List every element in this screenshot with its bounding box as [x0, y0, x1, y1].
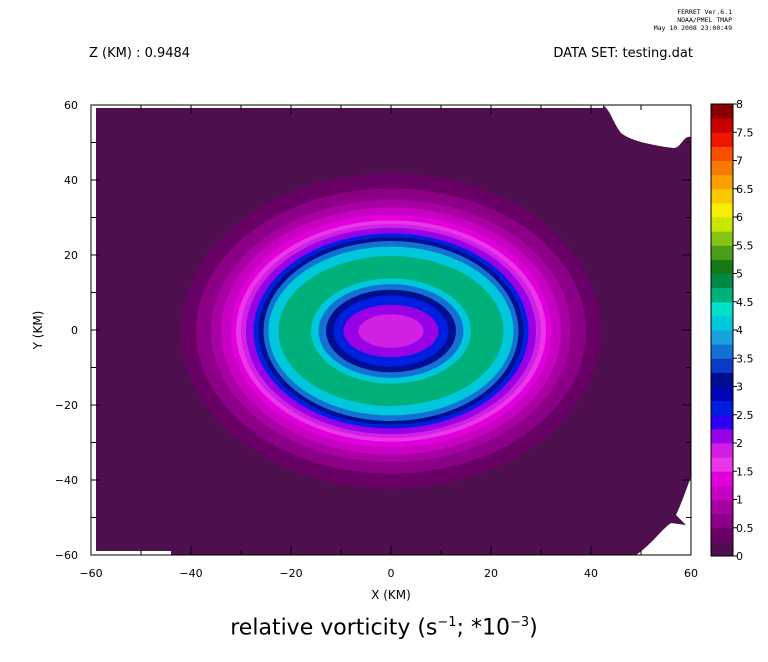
colorbar-swatch-6 — [711, 457, 733, 472]
ferret-version-stamp: FERRET Ver.6.1 NOAA/PMEL TMAP May 10 200… — [612, 8, 732, 32]
y-axis: −60 −40 −20 0 20 40 60 — [55, 99, 691, 562]
chart-title: relative vorticity (s−1; *10−3) — [0, 615, 768, 640]
contour-field — [91, 105, 691, 555]
colorbar-tick-label: 0 — [736, 550, 743, 563]
colorbar-swatch-3 — [711, 499, 733, 515]
colorbar-swatch-12 — [711, 372, 733, 387]
colorbar-swatch-28 — [711, 146, 733, 161]
dataset-label: DATA SET: testing.dat — [553, 46, 693, 61]
colorbar-swatch-9 — [711, 414, 733, 430]
title-end: ) — [529, 615, 538, 641]
x-tick-label: −20 — [279, 567, 302, 580]
y-tick-label: 20 — [64, 249, 78, 262]
colorbar-swatch-26 — [711, 174, 733, 190]
colorbar-tick-label: 6 — [736, 211, 743, 224]
colorbar-tick-label: 2 — [736, 437, 743, 450]
x-tick-label: 0 — [388, 567, 395, 580]
x-axis: −60 −40 −20 0 20 40 60 — [79, 105, 698, 580]
colorbar-swatch-14 — [711, 344, 733, 359]
colorbar-swatch-16 — [711, 315, 733, 331]
stamp-line-2: NOAA/PMEL TMAP — [677, 16, 732, 24]
contour-ring-18 — [358, 314, 424, 348]
title-mid: ; *10 — [456, 615, 510, 641]
y-tick-label: −60 — [55, 549, 78, 562]
colorbar-tick-label: 1.5 — [736, 465, 754, 478]
colorbar-tick-label: 2.5 — [736, 409, 754, 422]
colorbar-swatch-4 — [711, 485, 733, 500]
colorbar-tick-label: 0.5 — [736, 522, 754, 535]
y-tick-label: −20 — [55, 399, 78, 412]
colorbar-swatch-1 — [711, 527, 733, 543]
x-axis-title: X (KM) — [371, 588, 411, 602]
y-tick-label: 0 — [71, 324, 78, 337]
colorbar-tick-label: 3 — [736, 381, 743, 394]
colorbar-swatch-25 — [711, 188, 733, 204]
colorbar: 0 0.5 1 1.5 2 2.5 3 3.5 4 4.5 5 5.5 6 6.5 7 7.5 8 — [710, 98, 754, 563]
colorbar-swatch-17 — [711, 301, 733, 317]
colorbar-tick-label: 3.5 — [736, 352, 754, 365]
missing-data-top-right — [603, 105, 691, 149]
colorbar-swatch-27 — [711, 160, 733, 176]
stamp-line-1: FERRET Ver.6.1 — [677, 8, 732, 16]
y-axis-title: Y (KM) — [31, 311, 45, 351]
colorbar-swatch-8 — [711, 428, 733, 444]
colorbar-swatch-15 — [711, 330, 733, 345]
x-tick-label: −40 — [179, 567, 202, 580]
colorbar-tick-label: 6.5 — [736, 183, 754, 196]
colorbar-tick-label: 7.5 — [736, 126, 754, 139]
colorbar-swatch-30 — [711, 118, 733, 133]
colorbar-tick-label: 4 — [736, 324, 743, 337]
title-exp-2: −3 — [509, 615, 530, 630]
missing-data-bottom-left — [91, 551, 171, 555]
x-tick-label: −60 — [79, 567, 102, 580]
colorbar-swatch-7 — [711, 443, 733, 458]
colorbar-tick-label: 5 — [736, 268, 743, 281]
colorbar-swatch-31 — [711, 104, 733, 119]
colorbar-swatch-21 — [711, 245, 733, 260]
colorbar-swatch-20 — [711, 259, 733, 274]
colorbar-swatch-0 — [711, 541, 733, 557]
stamp-line-3: May 10 2008 23:00:49 — [653, 24, 732, 32]
colorbar-tick-label: 7 — [736, 155, 743, 168]
y-tick-label: 40 — [64, 174, 78, 187]
colorbar-swatch-19 — [711, 273, 733, 289]
x-tick-label: 20 — [484, 567, 498, 580]
y-tick-label: −40 — [55, 474, 78, 487]
missing-data-bottom-right — [636, 477, 691, 555]
colorbar-swatch-29 — [711, 132, 733, 147]
title-exp-1: −1 — [437, 615, 457, 630]
colorbar-swatch-13 — [711, 358, 733, 373]
x-tick-label: 40 — [584, 567, 598, 580]
colorbar-swatch-11 — [711, 386, 733, 402]
colorbar-tick-label: 8 — [736, 98, 743, 111]
colorbar-swatch-10 — [711, 400, 733, 416]
y-tick-label: 60 — [64, 99, 78, 112]
colorbar-tick-label: 1 — [736, 494, 743, 507]
colorbar-swatch-24 — [711, 202, 733, 218]
colorbar-tick-label: 5.5 — [736, 239, 754, 252]
title-main: relative vorticity (s — [230, 615, 438, 641]
colorbar-swatch-2 — [711, 513, 733, 529]
z-level-label: Z (KM) : 0.9484 — [89, 46, 191, 61]
x-tick-label: 60 — [684, 567, 698, 580]
colorbar-swatch-22 — [711, 231, 733, 246]
colorbar-swatch-5 — [711, 471, 733, 486]
colorbar-swatch-23 — [711, 217, 733, 232]
colorbar-swatch-18 — [711, 287, 733, 303]
colorbar-tick-label: 4.5 — [736, 296, 754, 309]
missing-data-top-edge — [91, 105, 603, 108]
